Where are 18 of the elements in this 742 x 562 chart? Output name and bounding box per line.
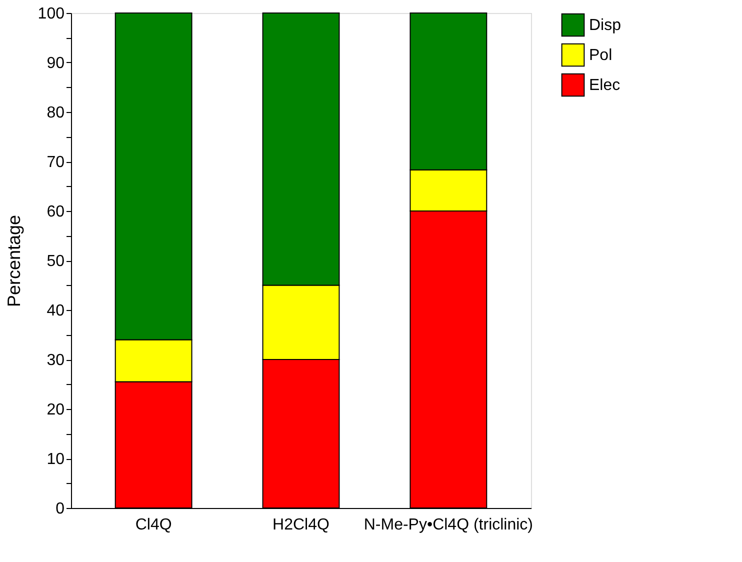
y-tick-label: 90	[46, 55, 65, 72]
y-tick-label: 100	[38, 6, 65, 22]
y-tick-label: 40	[46, 302, 65, 320]
legend-label: Pol	[589, 47, 612, 64]
legend-label: Elec	[589, 77, 620, 94]
y-axis-title: Percentage	[4, 214, 24, 308]
y-tick-label: 80	[46, 104, 65, 122]
y-tick-label: 20	[46, 402, 65, 418]
legend-label: Disp	[589, 17, 622, 34]
y-tick-label: 60	[46, 204, 65, 220]
y-tick-label: 10	[46, 451, 65, 468]
x-tick-label: H2Cl4Q	[272, 516, 330, 534]
x-tick-label: N-Me-Py•Cl4Q (triclinic)	[364, 516, 534, 534]
y-tick-label: 70	[46, 154, 65, 171]
x-tick-label: Cl4Q	[135, 516, 172, 534]
y-tick-label: 0	[56, 500, 65, 518]
y-tick-label: 50	[46, 253, 65, 270]
y-tick-label: 30	[46, 352, 65, 369]
